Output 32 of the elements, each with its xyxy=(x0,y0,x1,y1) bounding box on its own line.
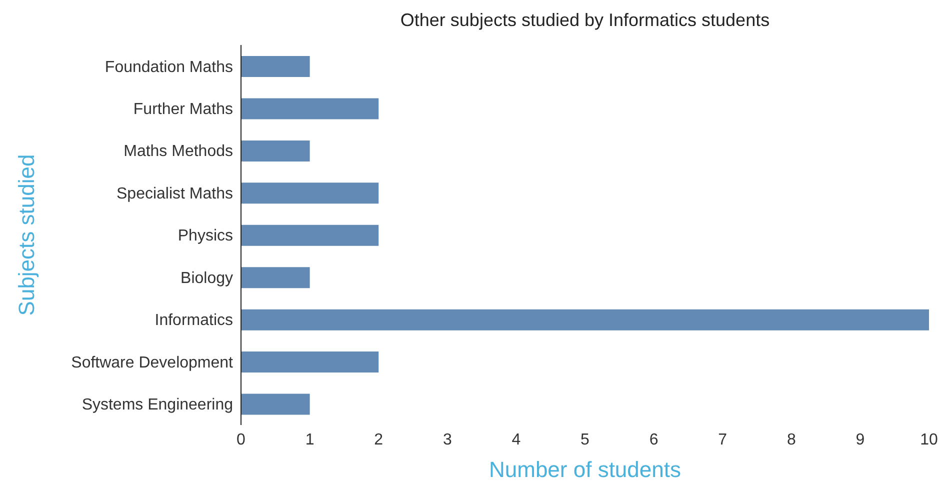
x-tick-label: 3 xyxy=(442,431,452,448)
bar xyxy=(241,98,379,120)
bar xyxy=(241,394,310,415)
bar xyxy=(241,182,379,204)
bar xyxy=(241,352,379,373)
chart-title: Other subjects studied by Informatics students xyxy=(399,10,771,31)
x-tick-label: 4 xyxy=(512,431,521,448)
x-axis-title: Number of students xyxy=(489,457,681,482)
x-tick-label: 6 xyxy=(649,431,658,448)
x-tick-label: 1 xyxy=(305,431,314,448)
x-tick-label: 9 xyxy=(856,431,865,448)
y-tick-label: Biology xyxy=(180,270,233,287)
x-tick-label: 10 xyxy=(920,431,938,448)
y-tick-label: Physics xyxy=(178,228,233,245)
y-tick-label: Specialist Maths xyxy=(116,185,233,202)
x-tick-label: 7 xyxy=(718,431,728,448)
y-tick-label: Software Development xyxy=(71,354,234,372)
y-tick-label: Informatics xyxy=(154,312,233,330)
bar xyxy=(241,56,310,77)
y-axis-title: Subjects studied xyxy=(14,154,39,316)
x-tick-label: 2 xyxy=(374,431,384,448)
y-tick-label: Maths Methods xyxy=(124,143,233,160)
bar xyxy=(241,140,310,162)
x-tick-label: 5 xyxy=(580,431,590,448)
y-tick-label: Further Maths xyxy=(133,101,233,118)
x-tick-label: 8 xyxy=(786,431,796,448)
bar xyxy=(241,224,379,246)
bar xyxy=(241,309,929,330)
y-tick-label: Systems Engineering xyxy=(82,396,233,414)
bar xyxy=(241,267,310,288)
x-tick-label: 0 xyxy=(236,431,246,448)
y-tick-label: Foundation Maths xyxy=(104,58,233,76)
